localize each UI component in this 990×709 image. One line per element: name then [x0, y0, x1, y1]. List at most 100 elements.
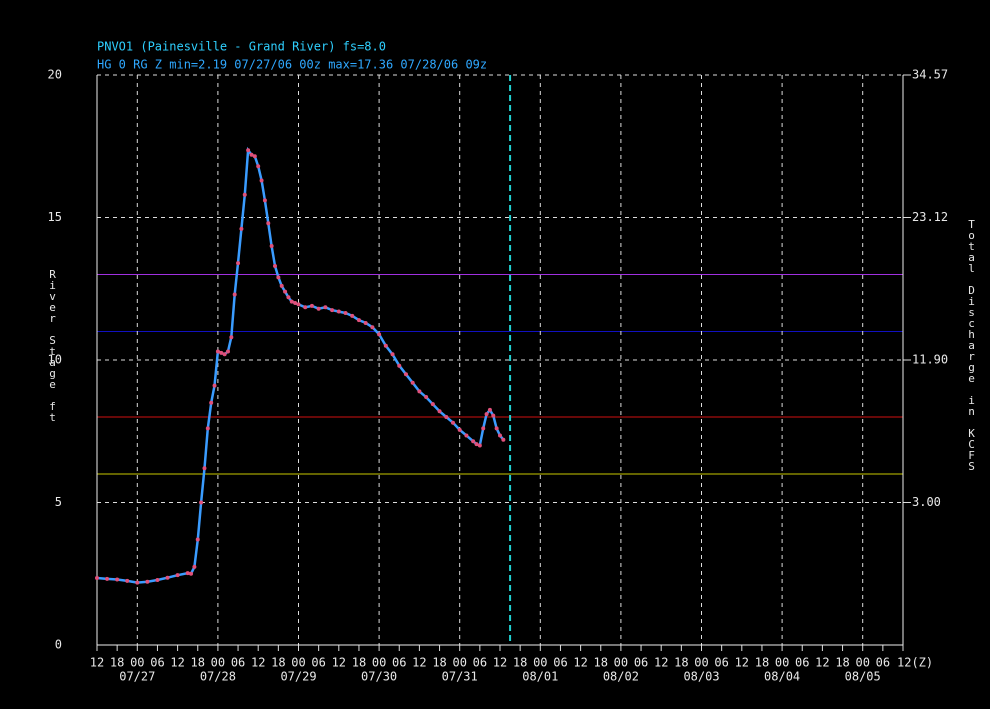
data-point — [363, 320, 368, 325]
data-point — [155, 578, 160, 583]
data-point — [145, 579, 150, 584]
x-tick-label: 18 — [271, 656, 285, 670]
date-label: 07/31 — [442, 670, 478, 684]
y2-tick-label: 34.57 — [912, 68, 948, 82]
x-tick-label: 18 — [674, 656, 688, 670]
data-point — [259, 178, 264, 183]
date-label: 08/04 — [764, 670, 800, 684]
data-point — [457, 427, 462, 432]
x-tick-label: 00 — [775, 656, 789, 670]
data-point — [229, 335, 234, 340]
data-point — [192, 564, 197, 569]
x-tick-label: 12 — [815, 656, 829, 670]
data-point — [252, 154, 257, 159]
data-point — [195, 537, 200, 542]
date-label: 07/28 — [200, 670, 236, 684]
x-tick-label: 06 — [553, 656, 567, 670]
data-point — [205, 426, 210, 431]
x-tick-label: 18 — [352, 656, 366, 670]
data-point — [105, 576, 110, 581]
x-tick-label: 00 — [130, 656, 144, 670]
data-point — [185, 571, 190, 576]
data-point — [390, 352, 395, 357]
y-axis-label: River Stage ft — [46, 268, 59, 422]
x-tick-label: 06 — [311, 656, 325, 670]
y-tick-label: 5 — [55, 495, 62, 509]
chart-subtitle: HG 0 RG Z min=2.19 07/27/06 00z max=17.3… — [97, 58, 487, 72]
data-point — [501, 437, 506, 442]
data-point — [266, 221, 271, 226]
x-tick-label: 00 — [372, 656, 386, 670]
data-point — [336, 309, 341, 314]
date-label: 08/01 — [522, 670, 558, 684]
data-point — [209, 400, 214, 405]
x-tick-label: 06 — [150, 656, 164, 670]
y2-tick-label: 11.90 — [912, 353, 948, 367]
data-point — [246, 148, 251, 153]
data-point — [175, 573, 180, 578]
x-tick-label: 00 — [211, 656, 225, 670]
data-point — [293, 301, 298, 305]
data-point — [283, 289, 288, 294]
data-point — [370, 325, 375, 330]
x-tick-label: 12 — [412, 656, 426, 670]
x-tick-label: 06 — [876, 656, 890, 670]
x-tick-label: 18 — [513, 656, 527, 670]
data-point — [272, 263, 277, 268]
data-point — [424, 395, 429, 400]
data-point — [330, 308, 335, 313]
y2-axis-label: Total Discharge in KCFS — [965, 218, 978, 471]
x-tick-label: 12 — [735, 656, 749, 670]
data-point — [484, 412, 489, 417]
data-point — [242, 192, 247, 197]
data-point — [397, 363, 402, 368]
x-tick-label: 18 — [110, 656, 124, 670]
data-point — [225, 349, 230, 354]
data-point — [269, 244, 274, 248]
data-point — [494, 426, 499, 431]
data-point — [289, 299, 294, 304]
x-tick-label: 06 — [634, 656, 648, 670]
data-point — [444, 415, 449, 419]
y2-tick-label: 3.00 — [912, 495, 941, 509]
date-label: 08/02 — [603, 670, 639, 684]
data-point — [279, 283, 284, 288]
x-tick-label: 12 — [332, 656, 346, 670]
data-point — [316, 306, 321, 311]
data-point — [487, 407, 492, 412]
x-tick-label: 12 — [90, 656, 104, 670]
x-tick-label: 18 — [432, 656, 446, 670]
data-point — [276, 275, 281, 280]
x-tick-label: 12 — [654, 656, 668, 670]
data-point — [115, 577, 120, 582]
data-point — [165, 575, 170, 580]
data-point — [222, 352, 227, 357]
data-point — [125, 578, 130, 583]
data-point — [135, 580, 140, 585]
data-point — [343, 310, 348, 315]
x-tick-label: 06 — [795, 656, 809, 670]
x-tick-label: 06 — [473, 656, 487, 670]
data-point — [189, 571, 194, 576]
date-label: 08/05 — [845, 670, 881, 684]
x-tick-label: 00 — [452, 656, 466, 670]
data-point — [477, 443, 482, 448]
x-tick-label: 12 — [251, 656, 265, 670]
data-point — [464, 433, 469, 438]
data-point — [356, 318, 361, 323]
data-point — [236, 261, 241, 266]
data-point — [212, 383, 217, 388]
data-point — [256, 164, 261, 169]
data-point — [471, 439, 476, 444]
data-point — [491, 413, 496, 418]
date-label: 07/27 — [119, 670, 155, 684]
data-point — [215, 349, 220, 354]
data-point — [350, 313, 355, 318]
data-point — [410, 380, 415, 385]
data-point — [262, 198, 267, 203]
x-tick-label: 06 — [392, 656, 406, 670]
x-tick-label: 06 — [231, 656, 245, 670]
data-point — [481, 426, 486, 431]
data-point — [437, 409, 442, 414]
